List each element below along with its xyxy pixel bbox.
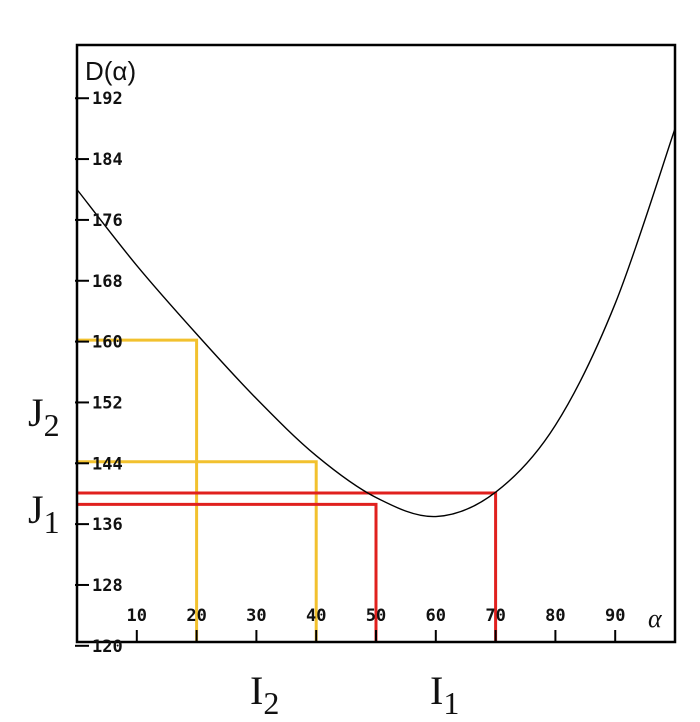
- y-tick-label-176: 176: [92, 211, 123, 231]
- y-tick-label-120: 120: [92, 637, 123, 657]
- annotation-J2: J2: [28, 390, 60, 443]
- y-axis-label: D(α): [85, 56, 136, 86]
- x-axis-label: α: [648, 604, 663, 633]
- x-tick-label-20: 20: [186, 606, 206, 626]
- x-tick-label-60: 60: [426, 606, 446, 626]
- x-tick-label-90: 90: [605, 606, 625, 626]
- annotation-I1: I1: [430, 668, 459, 721]
- y-tick-label-136: 136: [92, 515, 123, 535]
- y-tick-label-192: 192: [92, 89, 123, 109]
- y-tick-label-128: 128: [92, 576, 123, 596]
- y-tick-label-152: 152: [92, 393, 123, 413]
- x-tick-label-40: 40: [306, 606, 326, 626]
- guide-line-40: [77, 460, 318, 642]
- annotation-J1: J1: [28, 487, 60, 540]
- x-tick-label-50: 50: [366, 606, 386, 626]
- guide-line-20: [77, 338, 199, 642]
- y-tick-label-160: 160: [92, 333, 123, 353]
- x-tick-label-30: 30: [246, 606, 266, 626]
- x-tick-label-80: 80: [545, 606, 565, 626]
- x-tick-label-10: 10: [127, 606, 147, 626]
- y-tick-label-184: 184: [92, 150, 123, 170]
- y-tick-label-168: 168: [92, 272, 123, 292]
- x-tick-label-70: 70: [485, 606, 505, 626]
- y-tick-label-144: 144: [92, 454, 123, 474]
- guide-line-50: [77, 502, 378, 642]
- annotation-I2: I2: [250, 668, 279, 721]
- curve-series: [76, 128, 676, 518]
